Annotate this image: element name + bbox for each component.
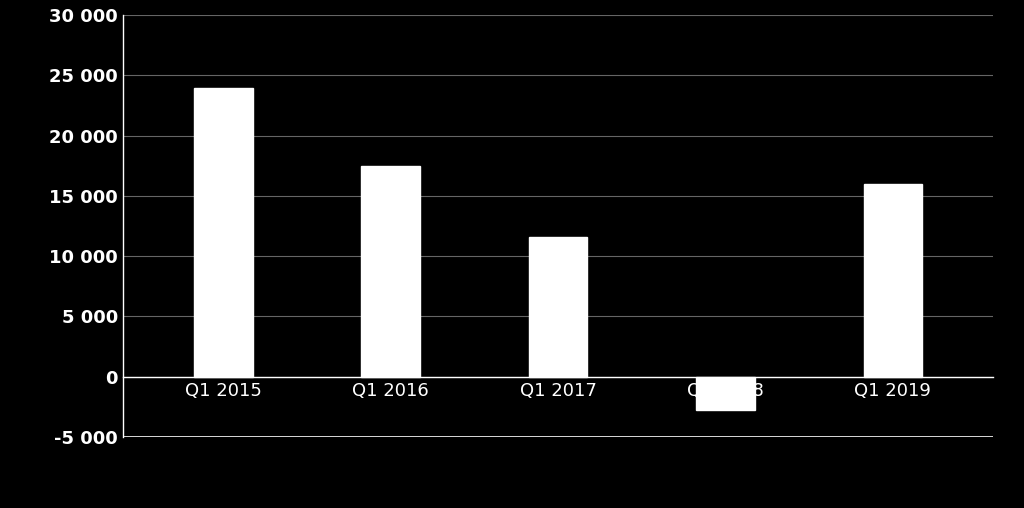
Bar bbox=[528, 237, 588, 376]
Bar bbox=[361, 166, 420, 376]
Bar bbox=[194, 87, 253, 376]
Bar bbox=[696, 376, 755, 410]
Bar bbox=[863, 184, 923, 376]
